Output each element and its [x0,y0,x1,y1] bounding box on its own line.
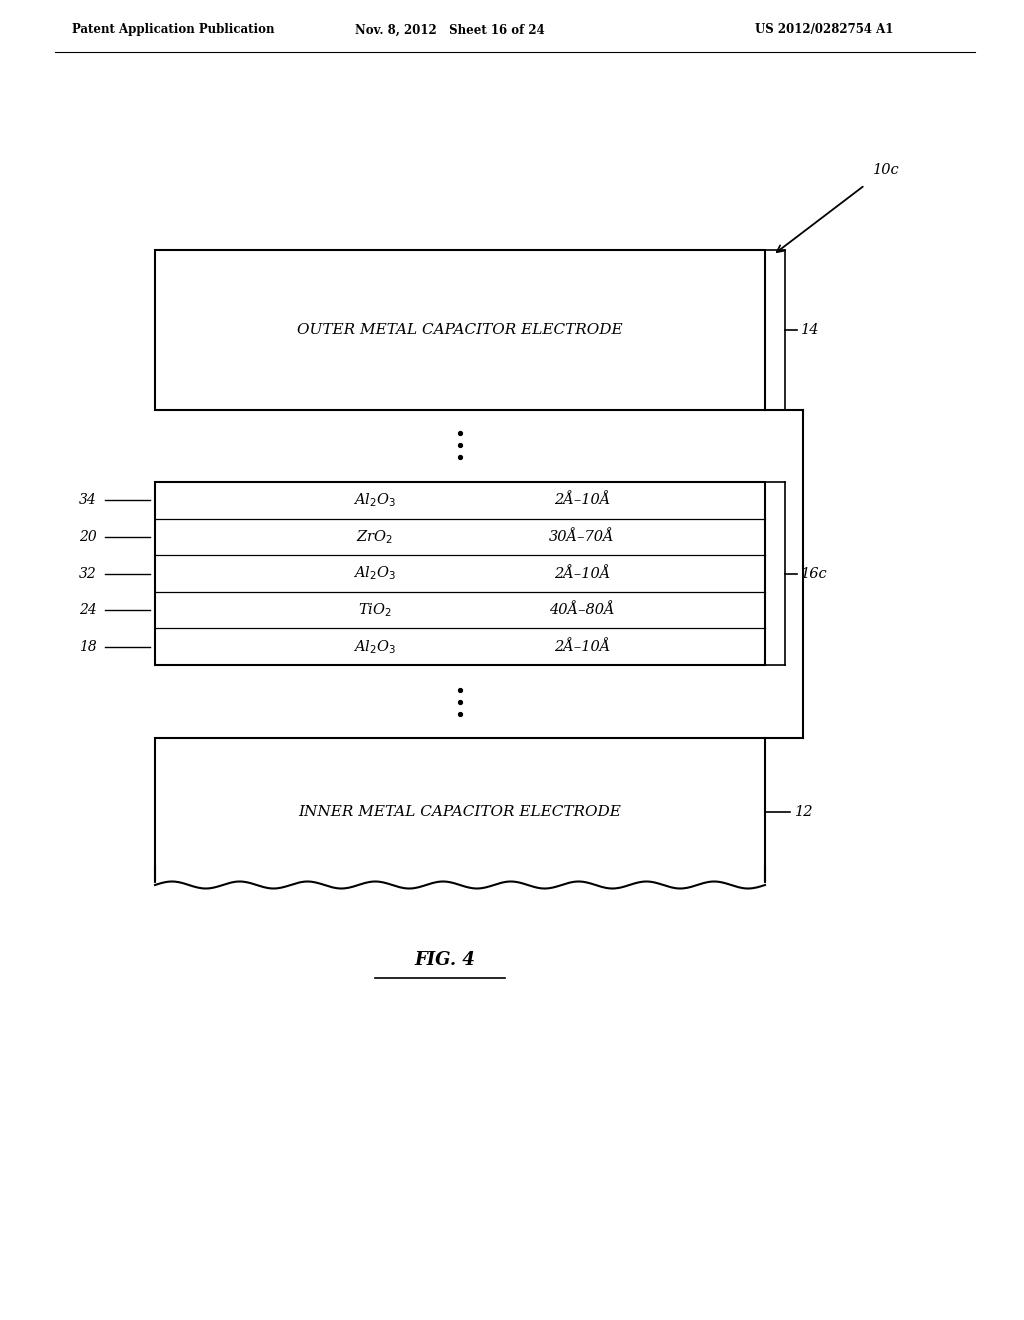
Text: 34: 34 [79,494,97,507]
Bar [155,249,765,411]
Text: ZrO$_2$: ZrO$_2$ [356,528,393,545]
Text: 2Å–10Å: 2Å–10Å [554,640,610,653]
Text: Al$_2$O$_3$: Al$_2$O$_3$ [353,565,396,582]
Text: 10c: 10c [873,162,900,177]
Bar [155,482,765,665]
Text: 2Å–10Å: 2Å–10Å [554,566,610,581]
Text: 16c: 16c [801,566,827,581]
Text: OUTER METAL CAPACITOR ELECTRODE: OUTER METAL CAPACITOR ELECTRODE [297,323,623,337]
Text: TiO$_2$: TiO$_2$ [357,601,391,619]
Text: US 2012/0282754 A1: US 2012/0282754 A1 [755,24,893,37]
Bar [155,738,765,884]
Text: 2Å–10Å: 2Å–10Å [554,494,610,507]
Text: 12: 12 [795,804,813,818]
Text: 14: 14 [801,323,819,337]
Text: FIG. 4: FIG. 4 [415,950,475,969]
Text: 40Å–80Å: 40Å–80Å [549,603,614,618]
Text: 20: 20 [79,529,97,544]
Text: Al$_2$O$_3$: Al$_2$O$_3$ [353,638,396,656]
Text: Al$_2$O$_3$: Al$_2$O$_3$ [353,491,396,510]
Text: 30Å–70Å: 30Å–70Å [549,529,614,544]
Text: Nov. 8, 2012   Sheet 16 of 24: Nov. 8, 2012 Sheet 16 of 24 [355,24,545,37]
Text: 32: 32 [79,566,97,581]
Text: INNER METAL CAPACITOR ELECTRODE: INNER METAL CAPACITOR ELECTRODE [299,804,622,818]
Text: Patent Application Publication: Patent Application Publication [72,24,274,37]
Text: 18: 18 [79,640,97,653]
Text: 24: 24 [79,603,97,618]
